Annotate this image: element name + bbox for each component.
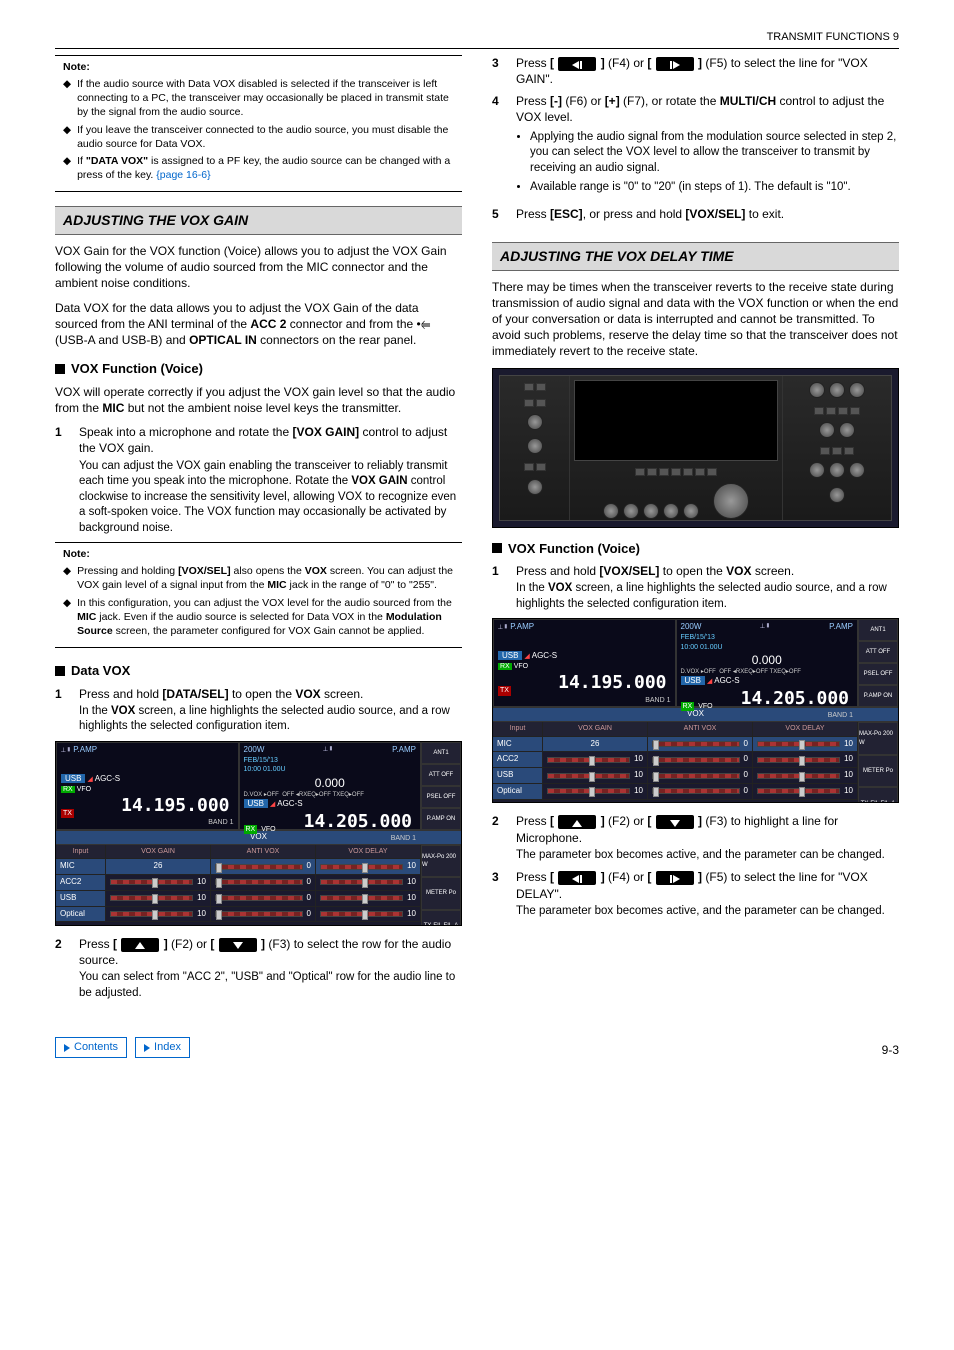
step-2: 2 Press [ ] (F2) or [ ] (F3) to select t… [55, 936, 462, 1001]
note-title: Note: [63, 547, 454, 561]
note-box-b: Note: ◆Pressing and holding [VOX/SEL] al… [55, 542, 462, 648]
paragraph: VOX will operate correctly if you adjust… [55, 384, 462, 416]
diamond-icon: ◆ [63, 154, 71, 182]
paragraph: Data VOX for the data allows you to adju… [55, 300, 462, 349]
paragraph: There may be times when the transceiver … [492, 279, 899, 360]
diamond-icon: ◆ [63, 123, 71, 151]
diamond-icon: ◆ [63, 596, 71, 639]
section-heading-vox-gain: ADJUSTING THE VOX GAIN [55, 206, 462, 235]
paragraph: VOX Gain for the VOX function (Voice) al… [55, 243, 462, 292]
left-column: Note: ◆If the audio source with Data VOX… [55, 55, 462, 1007]
note-box-a: Note: ◆If the audio source with Data VOX… [55, 55, 462, 192]
page-header: TRANSMIT FUNCTIONS 9 [55, 30, 899, 49]
note-title: Note: [63, 60, 454, 74]
step-4: 4 Press [-] (F6) or [+] (F7), or rotate … [492, 93, 899, 199]
transceiver-figure [492, 368, 899, 528]
bullet: Applying the audio signal from the modul… [530, 130, 899, 177]
page-number: 9-3 [882, 1042, 899, 1058]
note-text: If "DATA VOX" is assigned to a PF key, t… [77, 154, 454, 182]
vox-screen-figure-2: ⟂▮ P.AMP USB ◢ AGC-S RX VFO TX14.195.000… [492, 618, 899, 803]
diamond-icon: ◆ [63, 77, 71, 120]
subheading-vox-voice-2: VOX Function (Voice) [492, 540, 899, 558]
note-text: If you leave the transceiver connected t… [77, 123, 454, 151]
diamond-icon: ◆ [63, 564, 71, 592]
step-3: 3 Press [ ] (F4) or [ ] (F5) to select t… [492, 55, 899, 87]
bullet: Available range is "0" to "20" (in steps… [530, 180, 899, 196]
step-1: 1 Press and hold [DATA/SEL] to open the … [55, 686, 462, 735]
step-1: 1 Speak into a microphone and rotate the… [55, 424, 462, 536]
section-heading-vox-delay: ADJUSTING THE VOX DELAY TIME [492, 242, 899, 271]
vox-screen-figure: ⟂▮ P.AMP USB ◢ AGC-S RX VFO TX14.195.000… [55, 741, 462, 926]
right-column: 3 Press [ ] (F4) or [ ] (F5) to select t… [492, 55, 899, 1007]
index-button[interactable]: Index [135, 1037, 190, 1058]
footer-nav: Contents Index [55, 1037, 190, 1058]
step-5: 5 Press [ESC], or press and hold [VOX/SE… [492, 206, 899, 222]
subheading-data-vox: Data VOX [55, 662, 462, 680]
contents-button[interactable]: Contents [55, 1037, 127, 1058]
note-text: Pressing and holding [VOX/SEL] also open… [77, 564, 454, 592]
subheading-vox-voice: VOX Function (Voice) [55, 360, 462, 378]
note-text: If the audio source with Data VOX disabl… [77, 77, 454, 120]
step-3: 3 Press [ ] (F4) or [ ] (F5) to select t… [492, 869, 899, 919]
note-text: In this configuration, you can adjust th… [77, 596, 454, 639]
step-2: 2 Press [ ] (F2) or [ ] (F3) to highligh… [492, 813, 899, 863]
step-1: 1 Press and hold [VOX/SEL] to open the V… [492, 563, 899, 612]
